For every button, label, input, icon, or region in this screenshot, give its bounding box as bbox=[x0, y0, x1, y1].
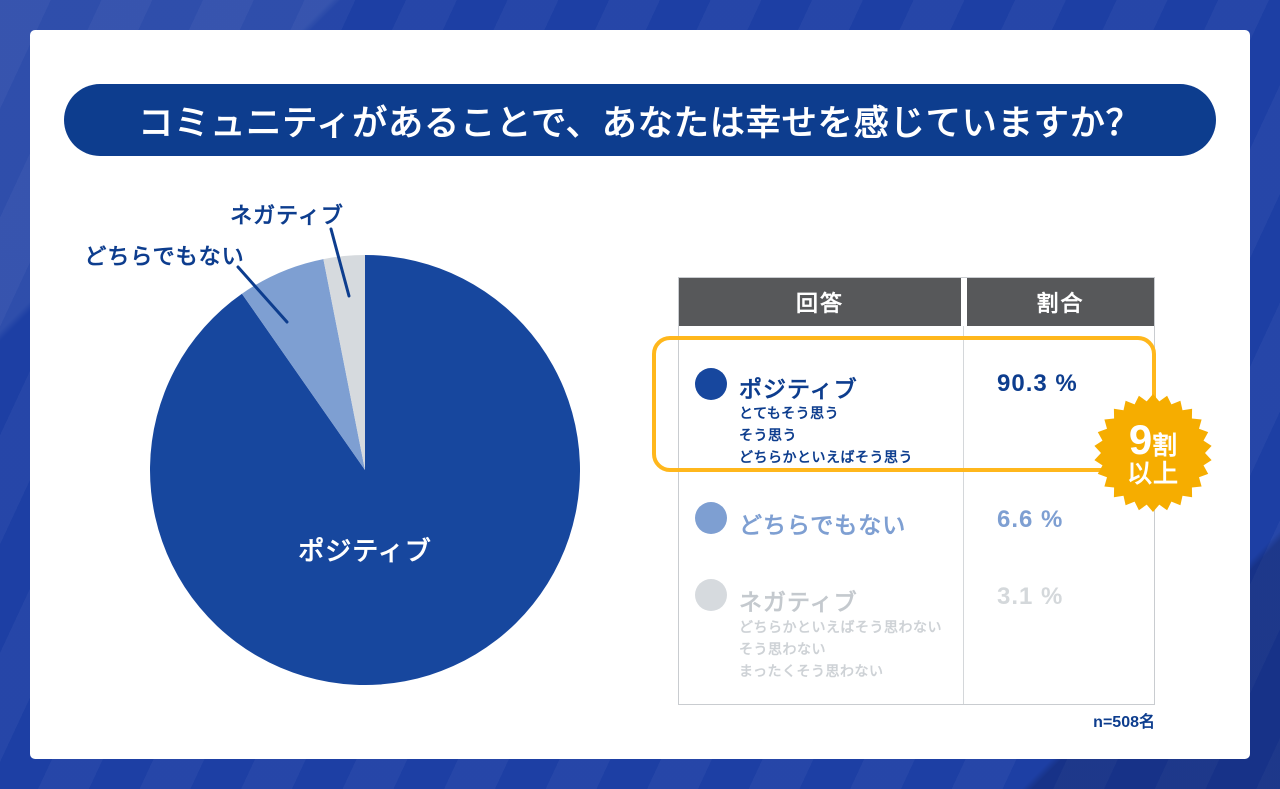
row-divider bbox=[679, 471, 1154, 472]
badge-unit: 割 bbox=[1152, 431, 1178, 460]
row-label-neutral: どちらでもない bbox=[739, 512, 907, 538]
row-label-negative: ネガティブ bbox=[739, 589, 858, 615]
sub-answer: そう思う bbox=[739, 427, 797, 443]
pie-slice-2 bbox=[323, 255, 365, 470]
page-title-text: コミュニティがあることで、あなたは幸せを感じていますか？ bbox=[138, 103, 1142, 143]
nine-wari-badge: 9割 以上 bbox=[1094, 394, 1212, 512]
pie-chart-svg bbox=[150, 255, 581, 685]
badge-text: 9割 以上 bbox=[1094, 394, 1212, 512]
badge-line2: 以上 bbox=[1126, 459, 1179, 488]
sub-answer: そう思わない bbox=[739, 641, 826, 657]
pie-callout-negative: ネガティブ bbox=[230, 203, 344, 228]
swatch-negative-icon bbox=[695, 579, 727, 611]
table-header-ratio: 割合 bbox=[967, 278, 1154, 326]
swatch-positive-icon bbox=[695, 368, 727, 400]
sub-answer: どちらかといえばそう思う bbox=[739, 449, 913, 465]
row-value-neutral: 6.6 % bbox=[997, 506, 1064, 533]
column-divider bbox=[963, 326, 964, 704]
row-subs-positive: とてもそう思う そう思う どちらかといえばそう思う bbox=[739, 402, 913, 468]
swatch-neutral-icon bbox=[695, 502, 727, 534]
pie-slice-0 bbox=[150, 255, 581, 685]
badge-number: 9 bbox=[1128, 415, 1153, 463]
sub-answer: どちらかといえばそう思わない bbox=[739, 619, 942, 635]
table-header-answer: 回答 bbox=[679, 278, 961, 326]
badge-line1: 9割 bbox=[1128, 415, 1178, 463]
results-table: 回答 割合 ポジティブ とてもそう思う そう思う どちらかといえばそう思う 90… bbox=[678, 277, 1155, 705]
sub-answer: まったくそう思わない bbox=[739, 663, 884, 679]
row-subs-negative: どちらかといえばそう思わない そう思わない まったくそう思わない bbox=[739, 616, 942, 682]
pie-chart: ポジティブ bbox=[150, 255, 581, 685]
row-value-negative: 3.1 % bbox=[997, 583, 1064, 610]
pie-label-positive: ポジティブ bbox=[298, 536, 432, 566]
row-value-positive: 90.3 % bbox=[997, 370, 1078, 397]
sample-size-note: n=508名 bbox=[1093, 714, 1155, 731]
row-label-positive: ポジティブ bbox=[739, 376, 858, 402]
sub-answer: とてもそう思う bbox=[739, 405, 840, 421]
page-title: コミュニティがあることで、あなたは幸せを感じていますか？ bbox=[64, 84, 1216, 156]
pie-callout-neutral: どちらでもない bbox=[84, 244, 245, 269]
